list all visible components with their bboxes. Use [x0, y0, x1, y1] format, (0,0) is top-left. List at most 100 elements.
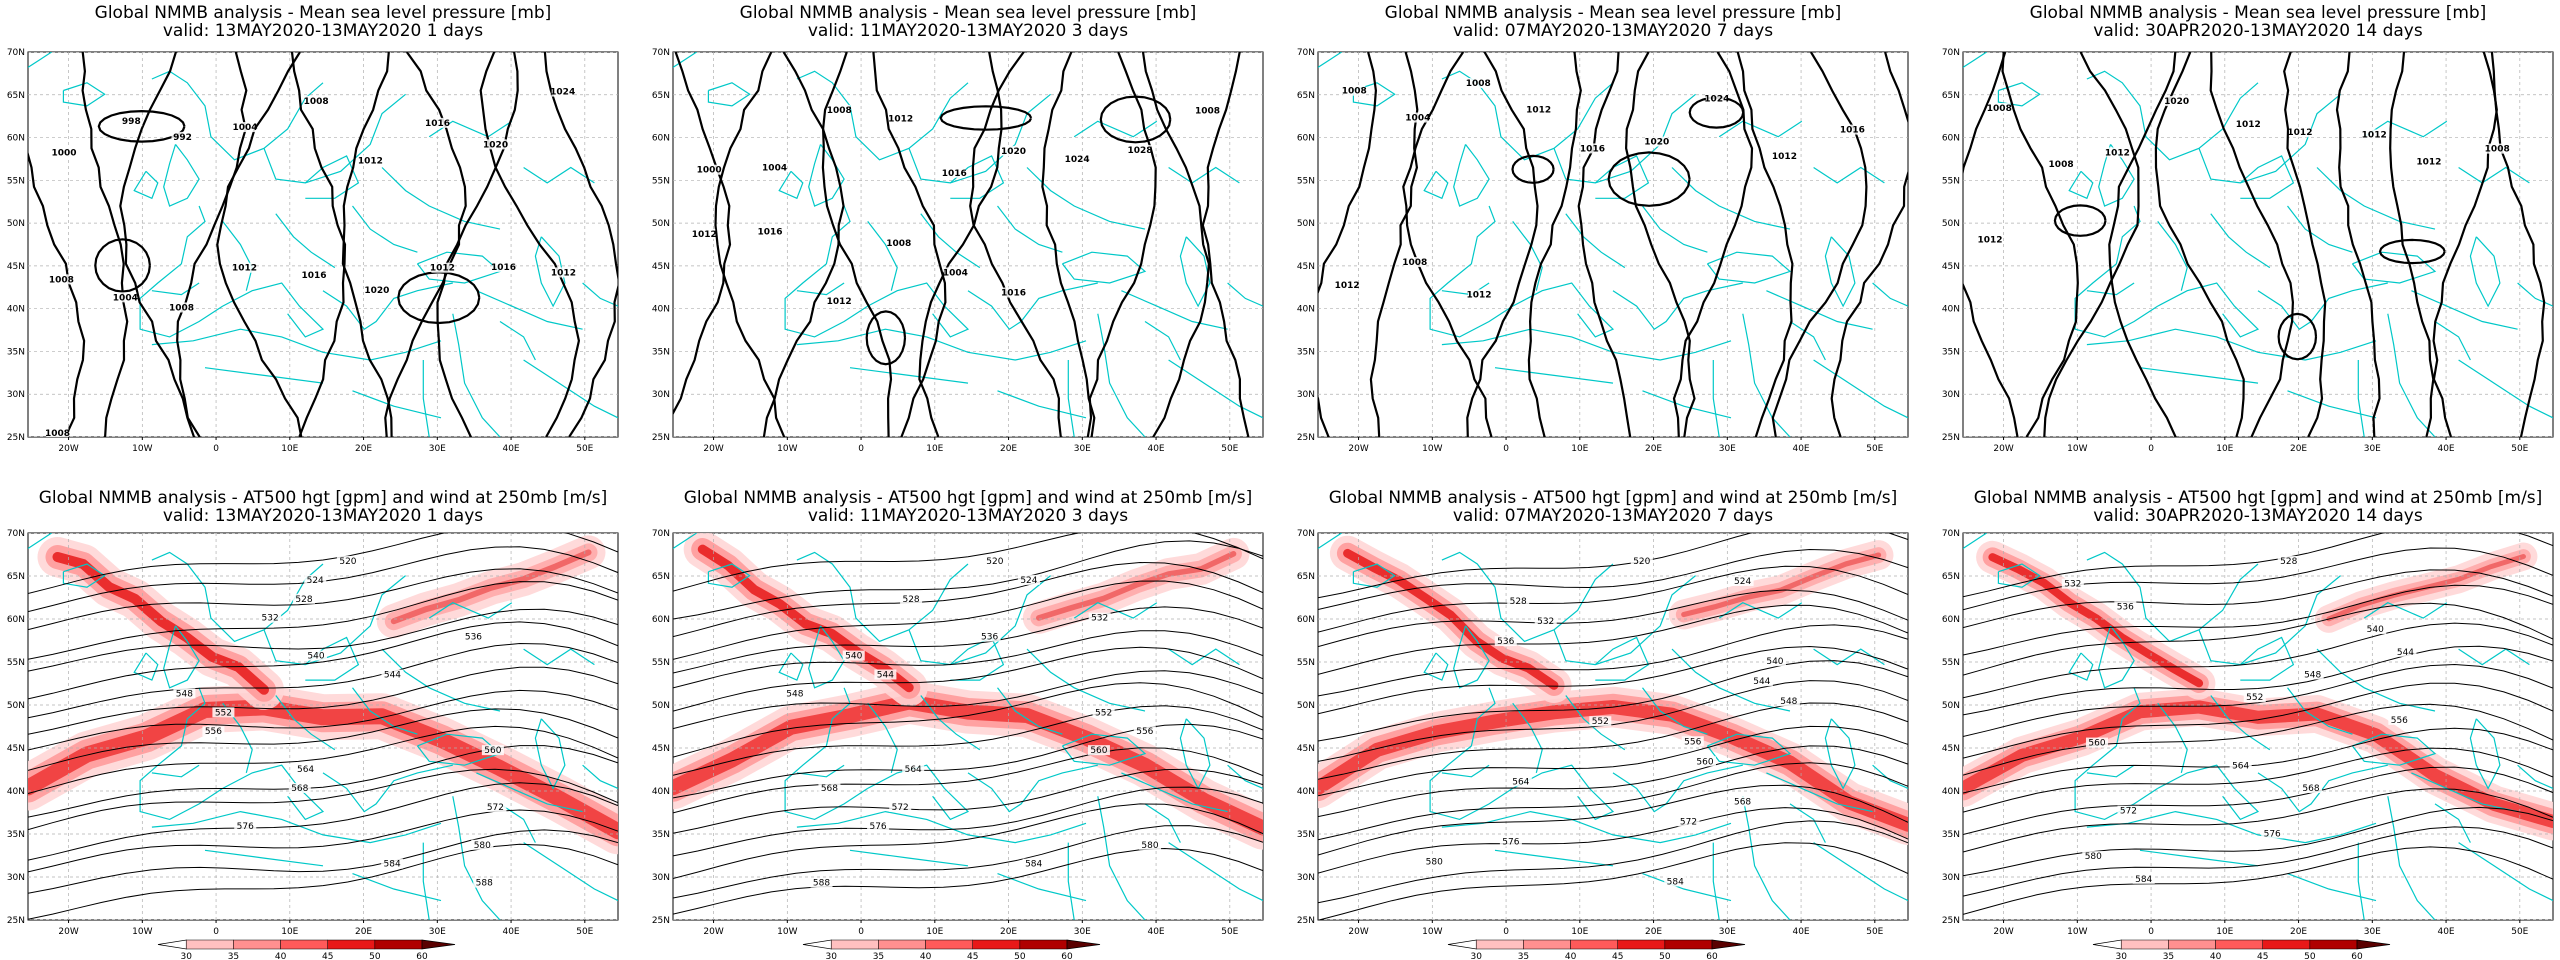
lat-tick-label: 35N	[1297, 347, 1315, 357]
wind-speed-shading	[1035, 550, 1237, 621]
lon-tick-label: 10E	[926, 927, 943, 937]
coastline	[1144, 320, 1181, 361]
contour-line	[762, 52, 845, 437]
coastline	[452, 313, 501, 437]
contour-label: 520	[339, 557, 356, 567]
contour-label: 532	[1537, 617, 1554, 627]
contour-label-bg	[983, 555, 1006, 566]
lon-tick-label: 10W	[777, 927, 797, 937]
contour-label: 540	[1766, 657, 1783, 667]
coastline	[2068, 652, 2094, 681]
map-content: 520 524 528 532 536 540 544 548 552 556 560 564 568 5…	[1318, 533, 1908, 920]
contour-label-bg	[1773, 150, 1796, 161]
lon-tick-label: 10E	[281, 927, 298, 937]
contour-label: 536	[1497, 637, 1514, 647]
contour-label: 548	[2304, 670, 2321, 680]
contour-label: 524	[1020, 576, 1037, 586]
lat-tick-label: 30N	[7, 873, 25, 883]
lon-tick-label: 40E	[1792, 927, 1809, 937]
coastline	[1144, 803, 1181, 843]
coastline	[1706, 251, 1792, 284]
contour-label-bg	[303, 270, 326, 281]
contour-label-bg	[1403, 257, 1426, 268]
contour-label: 1012	[1466, 290, 1491, 300]
coastline	[2458, 359, 2553, 419]
coastline	[1789, 320, 1826, 361]
lat-tick-label: 25N	[7, 433, 25, 443]
coastline	[1824, 718, 1856, 790]
coastline	[2434, 803, 2471, 843]
contour-line	[28, 809, 618, 873]
lat-tick-label: 55N	[7, 176, 25, 186]
coastline	[2469, 236, 2501, 308]
panel-title: Global NMMB analysis - Mean sea level pr…	[95, 3, 552, 23]
panel-valid-range: valid: 13MAY2020-13MAY2020 1 days	[163, 21, 483, 41]
coastline	[2086, 70, 2259, 161]
map-content: 528 532 536 540 544 548 552 556 560 564 568 572 576 5…	[1963, 533, 2553, 920]
contour-line	[1963, 703, 2553, 776]
coastline	[1061, 251, 1147, 284]
coastline	[381, 167, 501, 230]
contour-label: 1016	[758, 228, 783, 238]
contour-label: 584	[1025, 860, 1042, 870]
lat-tick-label: 55N	[7, 658, 25, 668]
contour-label-bg	[114, 292, 137, 303]
colorbar-tick-label: 30	[2116, 952, 2128, 960]
coastline	[2316, 167, 2436, 230]
contour-label: 548	[176, 689, 193, 699]
coastline	[2469, 718, 2501, 790]
lat-tick-label: 25N	[1942, 433, 1960, 443]
coastline	[2387, 796, 2436, 920]
coastline	[1121, 290, 1228, 330]
colorbar-segment	[878, 939, 926, 950]
contour-label: 1020	[364, 286, 389, 296]
coastline	[1872, 282, 1908, 307]
colorbar-tick-label: 45	[322, 952, 333, 960]
contour-label: 1012	[1772, 152, 1797, 162]
panel-valid-range: valid: 07MAY2020-13MAY2020 7 days	[1453, 21, 1773, 41]
coastline	[1067, 842, 1075, 920]
lon-tick-label: 10E	[1571, 927, 1588, 937]
contour-line	[28, 581, 618, 660]
lon-tick-label: 20W	[1348, 927, 1368, 937]
contour-label: 580	[474, 841, 491, 851]
contour-label: 548	[1780, 697, 1797, 707]
coastline	[1813, 359, 1908, 419]
coastline	[2086, 282, 2135, 296]
contour-line	[28, 642, 618, 719]
contour-label: 1016	[942, 169, 967, 179]
contour-label: 1016	[1580, 144, 1605, 154]
coastline	[222, 282, 325, 338]
colorbar-tick-label: 30	[181, 952, 193, 960]
contour-label: 1016	[302, 271, 327, 281]
contour-line	[1318, 52, 1378, 437]
coastline	[1318, 533, 1342, 550]
panel-valid-range: valid: 30APR2020-13MAY2020 14 days	[2093, 21, 2423, 41]
lat-tick-label: 65N	[7, 91, 25, 101]
contour-line	[1527, 52, 1582, 437]
contour-line	[673, 847, 1263, 915]
contour-label: 1012	[2105, 148, 2130, 158]
coastline	[204, 367, 324, 384]
contour-line	[714, 52, 786, 437]
contour-label: 564	[905, 765, 922, 775]
contour-line	[1963, 584, 2553, 656]
contour-label: 576	[237, 822, 254, 832]
colorbar-tick-label: 60	[2351, 952, 2363, 960]
contour-label-bg	[1022, 858, 1045, 869]
lon-tick-label: 20W	[1993, 444, 2013, 454]
coastline	[796, 328, 1087, 361]
coastline	[1997, 563, 2041, 588]
lat-tick-label: 40N	[652, 787, 670, 797]
coastline	[352, 205, 418, 253]
colorbar-arrow-left	[802, 939, 832, 950]
lat-tick-label: 55N	[1297, 658, 1315, 668]
lon-tick-label: 0	[1503, 444, 1509, 454]
contour-line	[1511, 154, 1555, 184]
lat-tick-label: 35N	[7, 347, 25, 357]
contour-line	[81, 52, 129, 437]
lat-tick-label: 30N	[652, 390, 670, 400]
coastline	[1026, 648, 1146, 712]
lat-tick-label: 45N	[7, 262, 25, 272]
contour-label: 1016	[425, 119, 450, 129]
